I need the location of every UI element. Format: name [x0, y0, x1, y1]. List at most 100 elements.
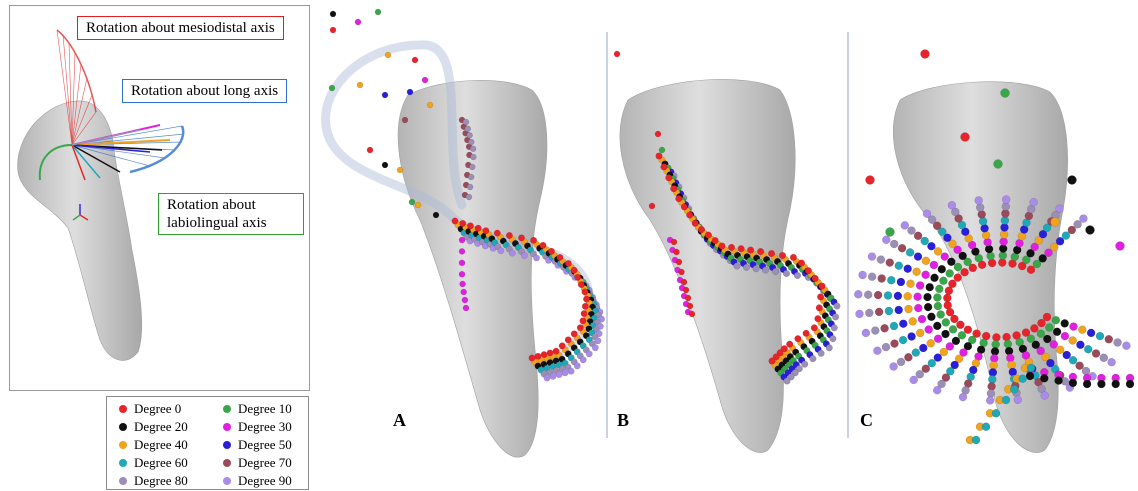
trajectory-point	[943, 293, 952, 303]
trajectory-point	[680, 278, 688, 286]
trajectory-point	[983, 237, 992, 247]
trajectory-point	[980, 224, 989, 233]
trajectory-point	[466, 222, 474, 230]
trajectory-point	[941, 373, 951, 382]
trajectory-point	[884, 306, 894, 316]
trajectory-point	[999, 244, 1008, 253]
trajectory-point	[948, 239, 957, 249]
trajectory-point	[987, 382, 996, 391]
trajectory-point	[988, 375, 997, 384]
trajectory-point	[794, 335, 802, 343]
trajectory-point	[728, 243, 736, 251]
trajectory-point	[930, 273, 939, 282]
trajectory-point	[911, 348, 920, 357]
trajectory-point	[933, 334, 943, 343]
trajectory-point	[1091, 349, 1101, 358]
trajectory-point	[1038, 254, 1047, 263]
trajectory-point	[967, 240, 977, 250]
legend-color-dot	[119, 423, 127, 432]
trajectory-point	[885, 227, 895, 237]
trajectory-point	[926, 339, 935, 348]
trajectory-point	[999, 230, 1009, 239]
trajectory-point	[1037, 318, 1046, 328]
trajectory-point	[762, 266, 770, 274]
trajectory-point	[1068, 378, 1078, 388]
legend-item: Degree 0	[119, 401, 181, 416]
trajectory-point	[913, 252, 923, 261]
trajectory-point	[961, 227, 970, 236]
trajectory-point	[963, 257, 972, 267]
panel-label-c: C	[860, 410, 873, 430]
legend-label: Degree 80	[134, 473, 188, 488]
trajectory-point	[864, 290, 873, 299]
trajectory-point	[1079, 214, 1088, 223]
legend-label: Degree 90	[238, 473, 292, 488]
trajectory-point	[871, 326, 880, 335]
trajectory-point	[925, 283, 934, 292]
tooth-panel-b	[619, 79, 796, 453]
trajectory-point	[915, 370, 924, 379]
trajectory-point	[482, 227, 490, 235]
legend-item: Degree 50	[223, 437, 292, 452]
trajectory-point	[1030, 242, 1039, 252]
trajectory-point	[540, 351, 548, 358]
trajectory-point	[678, 268, 685, 276]
trajectory-point	[976, 203, 985, 212]
trajectory-point	[555, 371, 563, 378]
trajectory-point	[953, 273, 962, 282]
trajectory-point	[772, 268, 780, 276]
trajectory-point	[998, 251, 1007, 260]
trajectory-point	[665, 174, 673, 182]
trajectory-point	[904, 304, 913, 314]
trajectory-point	[1010, 385, 1019, 394]
trajectory-point	[1075, 361, 1084, 370]
trajectory-point	[680, 203, 688, 211]
trajectory-point	[1044, 248, 1053, 257]
legend-color-dot	[223, 459, 231, 468]
trajectory-point	[825, 344, 833, 352]
trajectory-point	[783, 377, 791, 385]
trajectory-point	[1034, 378, 1043, 387]
trajectory-point	[783, 270, 791, 278]
trajectory-point	[459, 219, 467, 227]
trajectory-point	[660, 163, 668, 171]
trajectory-point	[1125, 379, 1135, 389]
labiolingual-rotation-fan	[38, 124, 171, 181]
trajectory-point	[1060, 319, 1069, 328]
trajectory-point	[580, 310, 588, 317]
trajectory-point	[998, 258, 1007, 267]
trajectory-point	[1068, 356, 1078, 365]
trajectory-point	[919, 343, 928, 353]
trajectory-point	[883, 291, 893, 300]
trajectory-point	[810, 324, 818, 332]
trajectory-point	[920, 236, 929, 246]
trajectory-point	[939, 276, 948, 285]
trajectory-point	[953, 262, 963, 272]
legend-color-dot	[223, 423, 231, 432]
trajectory-point	[794, 272, 802, 280]
trajectory-point	[801, 360, 809, 368]
trajectory-point	[1001, 395, 1011, 405]
trajectory-point	[1097, 379, 1106, 389]
trajectory-point	[567, 367, 575, 375]
trajectory-point	[921, 256, 931, 265]
trajectory-point	[768, 357, 776, 365]
trajectory-point	[686, 302, 694, 310]
legend-item: Degree 30	[223, 419, 292, 434]
trajectory-point	[818, 282, 826, 290]
trajectory-point	[787, 373, 795, 381]
trajectory-point	[951, 207, 960, 217]
trajectory-point	[923, 302, 933, 312]
trajectory-point	[1007, 360, 1016, 370]
trajectory-point	[921, 364, 930, 373]
trajectory-point	[964, 234, 973, 243]
trajectory-point	[411, 56, 419, 64]
legend-item: Degree 10	[223, 401, 292, 416]
trajectory-point	[381, 161, 389, 169]
trajectory-point	[968, 335, 977, 345]
trajectory-point	[1026, 334, 1036, 343]
trajectory-point	[1026, 249, 1035, 258]
trajectory-point	[917, 314, 927, 324]
trajectory-point	[1067, 225, 1077, 235]
trajectory-point	[1026, 265, 1036, 274]
